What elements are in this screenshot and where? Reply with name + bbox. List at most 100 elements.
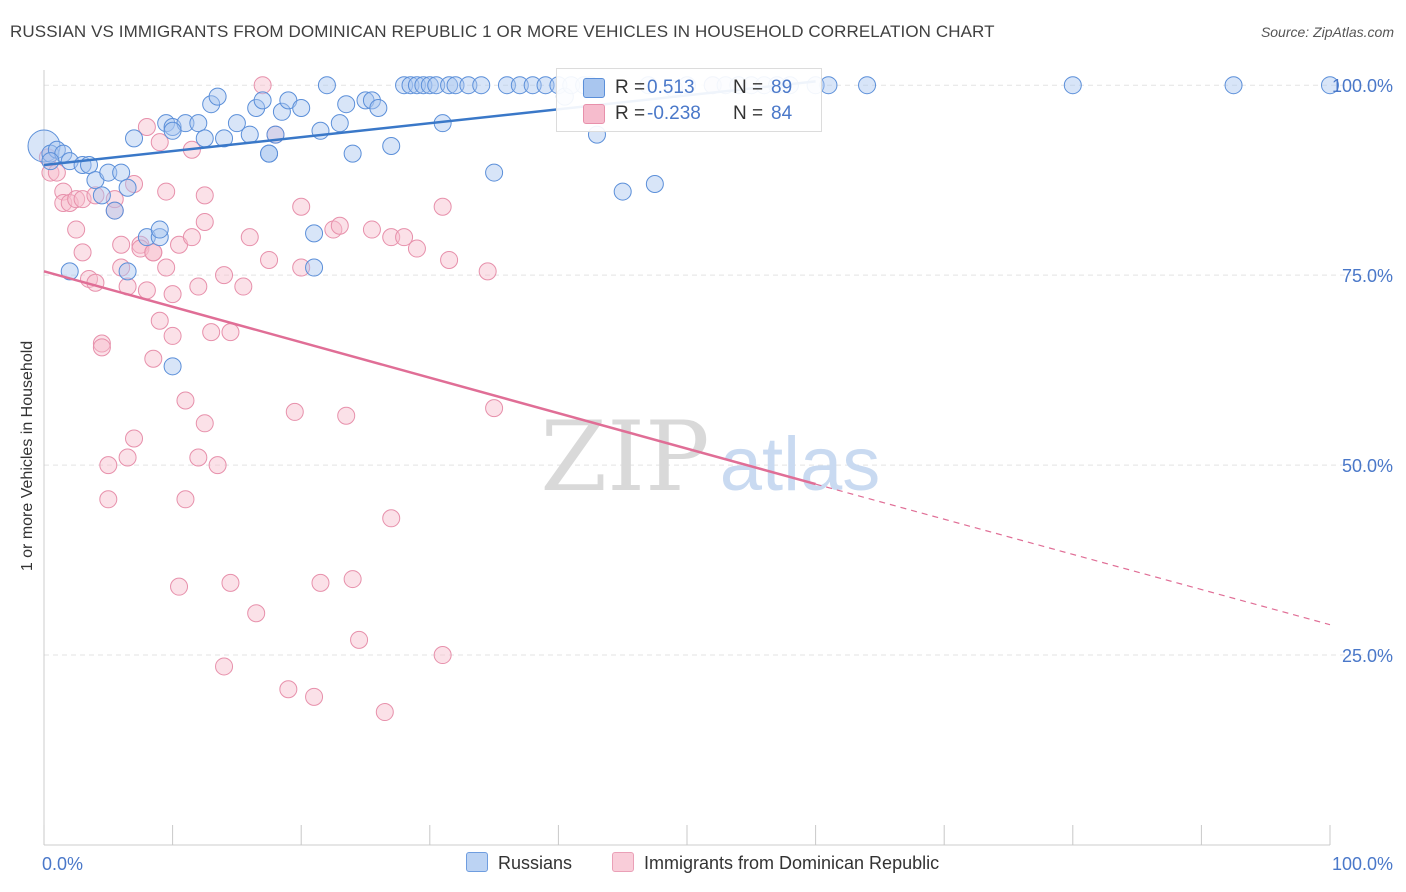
data-point-russian xyxy=(105,201,124,220)
data-point-russian xyxy=(414,76,433,95)
data-point-russian xyxy=(645,174,664,193)
tick-labels: 25.0% 50.0% 75.0% 100.0% 0.0% 100.0% xyxy=(42,76,1393,874)
data-point-dominican xyxy=(137,281,156,300)
data-point-russian xyxy=(330,114,349,133)
data-point-dominican xyxy=(382,228,401,247)
data-point-dominican xyxy=(247,604,266,623)
data-point-russian xyxy=(819,76,838,95)
data-point-russian xyxy=(362,91,381,110)
legend-r-label: R = xyxy=(615,103,646,124)
data-point-russian xyxy=(215,129,234,148)
data-point-russian xyxy=(343,144,362,163)
legend-r-value: 0.513 xyxy=(647,77,695,98)
data-point-russian xyxy=(253,91,272,110)
data-point-dominican xyxy=(195,212,214,231)
data-point-dominican xyxy=(67,220,86,239)
data-point-russian xyxy=(125,129,144,148)
data-point-dominican xyxy=(350,630,369,649)
data-point-russian xyxy=(150,220,169,239)
data-point-dominican xyxy=(240,228,259,247)
data-point-dominican xyxy=(221,573,240,592)
legend-item-russians[interactable]: Russians xyxy=(466,852,572,874)
data-point-russian xyxy=(272,102,291,121)
data-point-dominican xyxy=(407,239,426,258)
data-point-russian xyxy=(446,76,465,95)
legend-swatch-blue xyxy=(583,78,605,98)
data-point-dominican xyxy=(202,323,221,342)
data-point-russian xyxy=(523,76,542,95)
data-point-dominican xyxy=(150,311,169,330)
data-point-dominican xyxy=(182,228,201,247)
data-point-russian xyxy=(440,76,459,95)
data-point-dominican xyxy=(375,703,394,722)
data-point-russian xyxy=(1321,76,1339,95)
pink-points xyxy=(38,76,722,722)
data-point-dominican xyxy=(305,687,324,706)
legend-n-label: N = xyxy=(733,103,764,124)
y-tick-label: 25.0% xyxy=(1342,646,1393,666)
data-point-russian xyxy=(485,163,504,182)
legend-n-value: 84 xyxy=(771,103,793,124)
data-point-russian xyxy=(208,87,227,106)
trend-line-dominican-extension xyxy=(815,483,1331,626)
data-point-russian xyxy=(407,76,426,95)
data-point-dominican xyxy=(86,186,105,205)
data-point-russian xyxy=(60,262,79,281)
data-point-dominican xyxy=(253,76,272,95)
trend-line-dominican xyxy=(43,270,816,486)
y-tick-label: 75.0% xyxy=(1342,266,1393,286)
legend-item-dominican[interactable]: Immigrants from Dominican Republic xyxy=(612,852,939,874)
legend-label-russians: Russians xyxy=(498,853,573,873)
data-point-dominican xyxy=(176,391,195,410)
stats-legend: R = 0.513 N = 89 R = -0.238 N = 84 xyxy=(556,68,822,132)
data-point-dominican xyxy=(260,250,279,269)
data-point-russian xyxy=(459,76,478,95)
data-point-russian xyxy=(292,98,311,117)
data-point-dominican xyxy=(189,277,208,296)
data-point-dominican xyxy=(195,186,214,205)
data-point-russian xyxy=(163,121,182,140)
source-label: Source: ZipAtlas.com xyxy=(1260,24,1394,40)
data-point-dominican xyxy=(478,262,497,281)
legend-swatch-pink xyxy=(583,104,605,124)
data-point-dominican xyxy=(433,197,452,216)
data-point-dominican xyxy=(99,456,118,475)
legend-label-dominican: Immigrants from Dominican Republic xyxy=(644,853,940,873)
data-point-dominican xyxy=(343,570,362,589)
data-point-dominican xyxy=(137,117,156,136)
legend-swatch-pink xyxy=(612,852,634,872)
data-point-dominican xyxy=(163,285,182,304)
x-tick-label: 100.0% xyxy=(1332,854,1393,874)
data-point-russian xyxy=(189,114,208,133)
data-point-dominican xyxy=(292,197,311,216)
gridlines xyxy=(44,84,1390,656)
data-point-russian xyxy=(427,76,446,95)
watermark-zip: ZIP xyxy=(540,401,709,513)
data-point-russian xyxy=(305,224,324,243)
data-point-dominican xyxy=(144,243,163,262)
data-point-dominican xyxy=(311,573,330,592)
data-point-russian xyxy=(420,76,439,95)
data-point-russian xyxy=(401,76,420,95)
data-point-dominican xyxy=(234,277,253,296)
data-point-russian xyxy=(240,125,259,144)
data-point-dominican xyxy=(125,429,144,448)
data-point-dominican xyxy=(144,349,163,368)
data-point-russian xyxy=(510,76,529,95)
data-point-dominican xyxy=(337,406,356,425)
data-point-dominican xyxy=(285,402,304,421)
data-point-dominican xyxy=(195,414,214,433)
data-point-dominican xyxy=(395,228,414,247)
series-legend: Russians Immigrants from Dominican Repub… xyxy=(0,852,1406,878)
legend-n-value: 89 xyxy=(771,77,793,98)
legend-row-dominican: R = -0.238 N = 84 xyxy=(557,102,821,126)
data-point-russian xyxy=(613,182,632,201)
data-point-dominican xyxy=(67,190,86,209)
data-point-dominican xyxy=(92,338,111,357)
data-point-russian xyxy=(317,76,336,95)
legend-n-label: N = xyxy=(733,77,764,98)
data-point-russian xyxy=(118,178,137,197)
watermark: ZIP atlas xyxy=(540,401,880,513)
x-tick-label: 0.0% xyxy=(42,854,83,874)
